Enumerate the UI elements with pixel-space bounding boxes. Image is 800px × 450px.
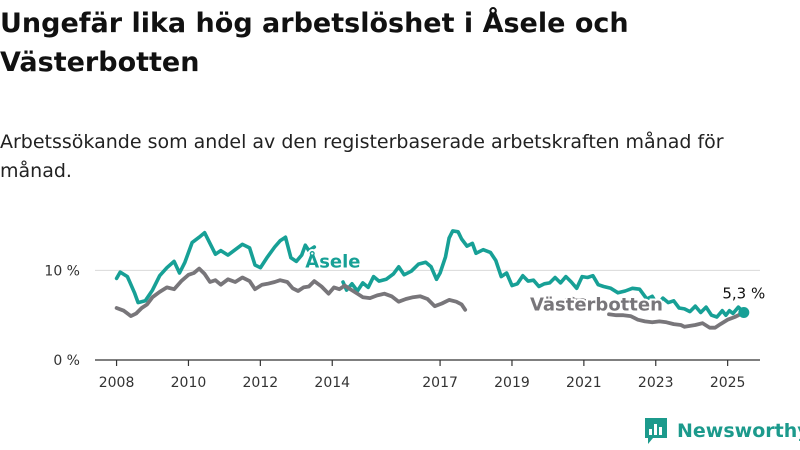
chart-subtitle: Arbetssökande som andel av den registerb…: [0, 131, 724, 182]
y-tick-label: 0 %: [53, 353, 80, 369]
x-tick-label: 2023: [638, 375, 674, 391]
x-tick-label: 2008: [99, 375, 135, 391]
chart-title: Ungefär lika hög arbetslöshet i Åsele oc…: [0, 8, 629, 78]
series-label-asele: Åsele: [305, 250, 360, 273]
x-tick-label: 2012: [243, 375, 279, 391]
x-tick-label: 2014: [314, 375, 350, 391]
x-tick-label: 2019: [494, 375, 530, 391]
y-tick-label: 10 %: [44, 263, 80, 279]
end-value-label: 5,3 %: [722, 284, 765, 302]
newsworthy-logo-icon: [645, 418, 667, 444]
x-tick-label: 2010: [171, 375, 207, 391]
x-tick-label: 2021: [566, 375, 602, 391]
newsworthy-brand: Newsworthy: [645, 418, 800, 444]
series-line-vasterbotten: [114, 266, 744, 330]
brand-name: Newsworthy: [677, 420, 800, 442]
series-line-asele: [114, 229, 746, 319]
series-label-vasterbotten: Västerbotten: [530, 295, 663, 316]
x-tick-label: 2017: [422, 375, 458, 391]
series-end-marker: [738, 306, 750, 318]
x-tick-label: 2025: [710, 375, 746, 391]
